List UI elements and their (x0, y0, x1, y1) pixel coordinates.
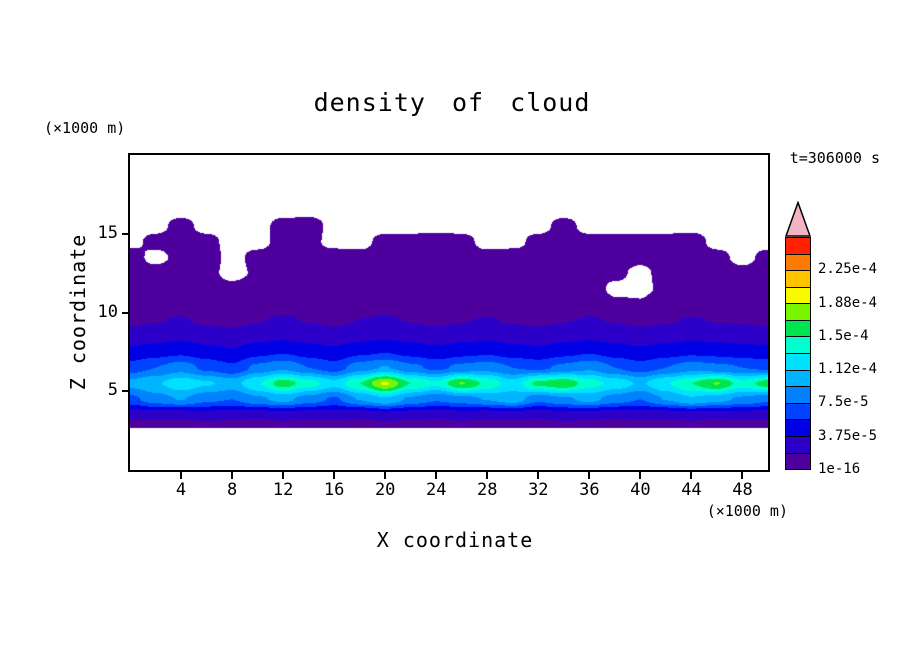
x-tick-label: 20 (374, 480, 396, 500)
colorbar-segment (786, 370, 810, 388)
x-tick-label: 40 (630, 480, 651, 500)
colorbar-segment (786, 403, 810, 421)
colorbar-overflow-arrow-icon (785, 201, 811, 237)
colorbar-segment (786, 453, 810, 470)
colorbar-label: 1e-16 (818, 461, 861, 477)
colorbar-segment (786, 254, 810, 272)
colorbar-label: 1.12e-4 (818, 361, 878, 378)
time-annotation: t=306000 s (789, 149, 880, 167)
x-tick-label: 36 (579, 480, 600, 500)
cloud-density-heatmap-canvas (130, 155, 768, 470)
x-tick-mark (690, 472, 693, 479)
x-tick-label: 4 (175, 480, 187, 500)
y-tick-label: 10 (97, 301, 118, 322)
colorbar-segment (786, 320, 810, 338)
colorbar-segment (786, 287, 810, 305)
y-tick-label: 15 (97, 222, 118, 243)
colorbar-label: 3.75e-5 (818, 427, 878, 444)
colorbar-segment (786, 387, 810, 404)
colorbar-segment (786, 238, 810, 255)
x-axis-label: X coordinate (376, 528, 534, 552)
y-tick-mark (122, 232, 128, 235)
x-tick-mark (486, 472, 489, 479)
y-tick-mark (122, 390, 128, 393)
x-tick-label: 12 (272, 480, 294, 500)
colorbar-segment (786, 436, 810, 454)
x-tick-mark (435, 472, 438, 479)
colorbar-label: 1.5e-4 (818, 327, 869, 344)
y-tick-label: 5 (107, 380, 118, 401)
x-tick-label: 44 (681, 480, 702, 500)
y-axis-units-label: (×1000 m) (44, 119, 126, 137)
x-tick-mark (741, 472, 744, 479)
colorbar-label: 2.25e-4 (818, 261, 878, 278)
colorbar-label: 1.88e-4 (818, 294, 878, 311)
colorbar-segment (786, 420, 810, 437)
x-tick-mark (333, 472, 336, 479)
x-tick-mark (231, 472, 234, 479)
x-tick-label: 16 (323, 480, 345, 500)
x-tick-label: 8 (226, 480, 238, 500)
colorbar-label: 7.5e-5 (818, 394, 869, 411)
y-tick-mark (122, 311, 128, 314)
colorbar-segment (786, 271, 810, 288)
colorbar-segment (786, 337, 810, 355)
x-tick-label: 32 (528, 480, 549, 500)
x-tick-mark (282, 472, 285, 479)
chart-title: density of cloud (313, 88, 591, 117)
x-tick-mark (384, 472, 387, 479)
x-tick-mark (639, 472, 642, 479)
x-tick-mark (180, 472, 183, 479)
colorbar-segment (786, 354, 810, 371)
colorbar (785, 237, 811, 470)
colorbar-segment (786, 304, 810, 321)
x-tick-mark (588, 472, 591, 479)
x-tick-label: 48 (732, 480, 753, 500)
x-tick-label: 28 (477, 480, 498, 500)
x-tick-mark (537, 472, 540, 479)
x-tick-label: 24 (425, 480, 447, 500)
x-axis-units-label: (×1000 m) (706, 502, 788, 520)
